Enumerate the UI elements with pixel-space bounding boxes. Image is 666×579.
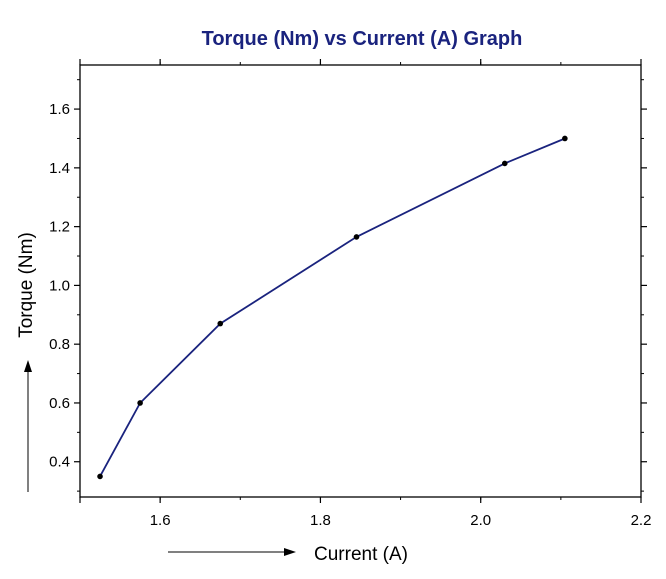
data-point: [137, 400, 143, 406]
plot-frame: [79, 64, 642, 498]
data-points: [97, 135, 568, 480]
y-tick-label: 0.8: [49, 336, 70, 353]
x-axis-label: Current (A): [314, 544, 408, 565]
y-tick-label: 1.4: [49, 160, 70, 177]
x-tick-label: 1.6: [150, 512, 171, 529]
data-point: [562, 135, 568, 142]
y-tick-label: 0.4: [49, 454, 70, 471]
y-tick-label: 1.2: [49, 219, 70, 236]
ticks: [74, 59, 647, 503]
y-tick-labels: 0.4 0.6 0.8 1.0 1.2 1.4 1.6: [49, 101, 70, 471]
x-axis-arrow: [168, 548, 296, 556]
y-axis-arrow: [24, 360, 32, 492]
data-point: [501, 160, 508, 167]
x-tick-labels: 1.6 1.8 2.0 2.2: [150, 512, 652, 529]
y-tick-label: 1.6: [49, 101, 70, 118]
x-tick-label: 1.8: [310, 512, 331, 529]
chart-title: Torque (Nm) vs Current (A) Graph: [202, 28, 523, 50]
data-point: [353, 234, 360, 240]
data-point: [217, 320, 224, 327]
series-line: [99, 137, 566, 477]
data-point: [97, 473, 103, 480]
x-tick-label: 2.2: [631, 512, 652, 529]
y-tick-label: 1.0: [49, 277, 70, 294]
y-axis-label: Torque (Nm): [16, 232, 37, 338]
y-tick-label: 0.6: [49, 395, 70, 412]
x-tick-label: 2.0: [470, 512, 491, 529]
